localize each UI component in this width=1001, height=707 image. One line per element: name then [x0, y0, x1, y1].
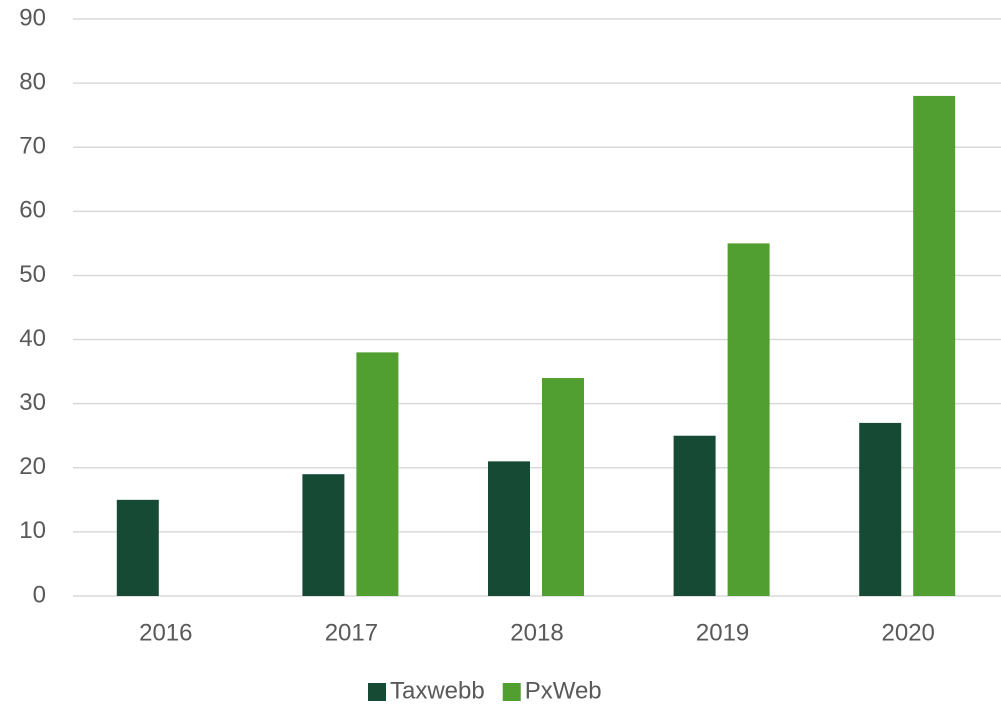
x-tick-label: 2018 [510, 619, 563, 646]
legend-swatch [502, 683, 521, 701]
y-tick-label: 10 [19, 517, 46, 544]
y-tick-label: 20 [19, 453, 46, 480]
y-tick-label: 80 [19, 68, 46, 95]
legend: Taxwebb PxWeb [368, 677, 602, 704]
bar [913, 95, 956, 596]
bar [859, 422, 902, 596]
bar [673, 435, 716, 596]
legend-swatch [368, 683, 386, 701]
x-tick-label: 2020 [882, 619, 935, 646]
bar [542, 378, 584, 596]
y-tick-label: 70 [19, 133, 46, 160]
legend-label: PxWeb [525, 677, 602, 704]
y-tick-label: 30 [19, 389, 46, 416]
legend-label: Taxwebb [390, 677, 485, 704]
bar [356, 352, 399, 596]
y-tick-label: 0 [33, 581, 46, 608]
y-tick-label: 40 [19, 325, 46, 352]
y-tick-label: 50 [19, 261, 46, 288]
bar [488, 461, 530, 596]
bar [302, 474, 345, 596]
bar [727, 243, 770, 596]
y-tick-label: 90 [19, 4, 46, 31]
x-tick-label: 2017 [325, 619, 378, 646]
y-tick-label: 60 [19, 197, 46, 224]
x-tick-label: 2019 [696, 619, 749, 646]
bar [116, 499, 159, 596]
x-tick-label: 2016 [139, 619, 192, 646]
